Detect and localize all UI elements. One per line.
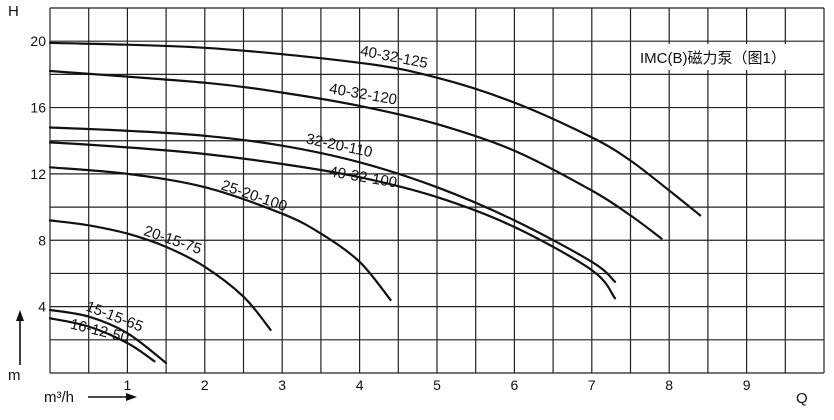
chart-title-box: IMC(B)磁力泵（图1）	[632, 44, 810, 70]
curve-25-20-100	[48, 166, 392, 302]
curve-15-15-65	[48, 308, 168, 365]
curve-32-20-110	[48, 126, 617, 283]
x-tick-label: 8	[665, 377, 673, 393]
curves	[48, 41, 702, 365]
y-axis-label: H	[8, 3, 19, 20]
curve-label-20-15-75: 20-15-75	[142, 222, 204, 258]
x-tick-label: 6	[511, 377, 519, 393]
y-tick-label: 4	[38, 299, 46, 315]
y-tick-label: 16	[30, 100, 46, 116]
y-tick-label: 12	[30, 166, 46, 182]
curve-16-12-50	[48, 317, 156, 363]
x-tick-label: 2	[201, 377, 209, 393]
x-tick-label: 7	[588, 377, 596, 393]
x-tick-label: 3	[278, 377, 286, 393]
x-axis-label: Q	[796, 390, 808, 407]
curve-label-25-20-100: 25-20-100	[219, 177, 289, 215]
grid	[49, 7, 825, 374]
curve-20-15-75	[48, 219, 272, 331]
curve-label-40-32-120: 40-32-120	[328, 80, 398, 108]
x-tick-label: 5	[433, 377, 441, 393]
y-tick-label: 8	[38, 232, 46, 248]
curve-40-32-125	[48, 41, 702, 217]
x-axis-unit: m³/h	[44, 389, 74, 406]
x-tick-label: 1	[124, 377, 132, 393]
y-tick-label: 20	[30, 33, 46, 49]
x-tick-label: 9	[743, 377, 751, 393]
chart-title: IMC(B)磁力泵（图1）	[640, 50, 786, 67]
y-axis-unit: m	[8, 367, 21, 384]
x-axis-arrow	[88, 393, 137, 401]
curve-40-32-120	[48, 69, 663, 240]
curve-label-40-32-100: 40-32-100	[328, 163, 398, 191]
x-tick-label: 4	[356, 377, 364, 393]
y-axis-arrow	[16, 310, 24, 365]
curve-40-32-100	[48, 141, 617, 300]
